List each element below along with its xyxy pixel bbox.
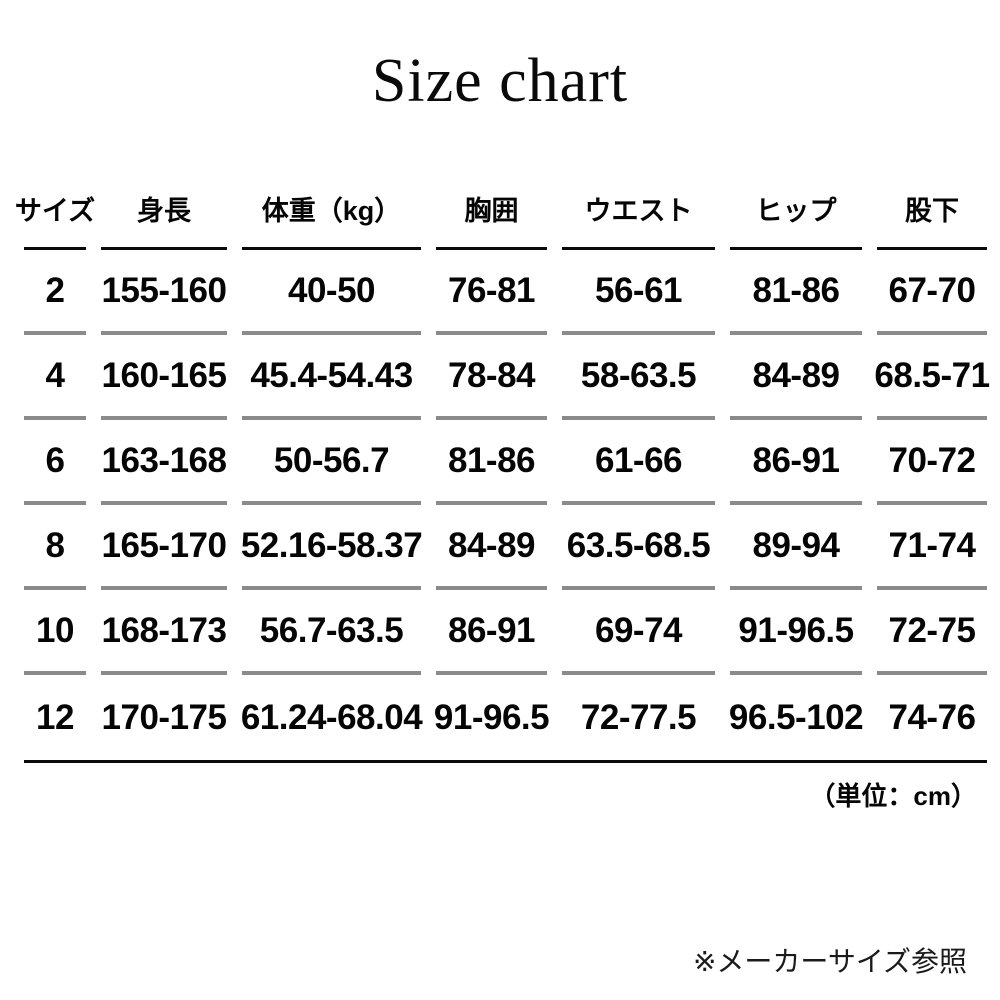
table-cell: 170-175 bbox=[101, 697, 227, 737]
column-header-inseam: 股下 bbox=[877, 170, 987, 250]
table-cell: 4 bbox=[24, 335, 86, 420]
size-table: サイズ 身長 体重（kg） 胸囲 ウエスト ヒップ 股下 2 155-160 4… bbox=[15, 170, 990, 763]
table-cell: 168-173 bbox=[101, 590, 227, 675]
table-row-size-2: 2 155-160 40-50 76-81 56-61 81-86 67-70 bbox=[24, 250, 987, 335]
unit-note: （単位：cm） bbox=[809, 781, 977, 811]
table-cell: 68.5-71 bbox=[874, 335, 990, 420]
table-row-size-8: 8 165-170 52.16-58.37 84-89 63.5-68.5 89… bbox=[24, 505, 987, 590]
table-cell: 50-56.7 bbox=[242, 420, 421, 505]
table-cell: 2 bbox=[24, 250, 86, 335]
table-cell: 52.16-58.37 bbox=[241, 505, 423, 590]
table-cell: 91-96.5 bbox=[433, 697, 550, 737]
table-cell: 86-91 bbox=[436, 590, 547, 675]
table-cell: 72-77.5 bbox=[580, 697, 697, 737]
column-header-size: サイズ bbox=[15, 170, 95, 250]
table-cell: 40-50 bbox=[242, 250, 421, 335]
table-cell: 84-89 bbox=[436, 505, 547, 590]
table-cell: 165-170 bbox=[101, 505, 227, 590]
table-cell: 91-96.5 bbox=[730, 590, 862, 675]
table-row-size-6: 6 163-168 50-56.7 81-86 61-66 86-91 70-7… bbox=[24, 420, 987, 505]
table-cell: 45.4-54.43 bbox=[242, 335, 421, 420]
table-cell: 10 bbox=[24, 590, 86, 675]
table-cell: 155-160 bbox=[101, 250, 227, 335]
manufacturer-size-note: ※メーカーサイズ参照 bbox=[692, 946, 967, 977]
table-row-size-4: 4 160-165 45.4-54.43 78-84 58-63.5 84-89… bbox=[24, 335, 990, 420]
table-header-row: サイズ 身長 体重（kg） 胸囲 ウエスト ヒップ 股下 bbox=[15, 170, 987, 250]
table-cell: 76-81 bbox=[436, 250, 547, 335]
table-cell: 81-86 bbox=[730, 250, 862, 335]
table-row-size-10: 10 168-173 56.7-63.5 86-91 69-74 91-96.5… bbox=[24, 590, 987, 675]
table-cell: 78-84 bbox=[436, 335, 547, 420]
column-header-chest: 胸囲 bbox=[436, 170, 547, 250]
table-cell: 71-74 bbox=[877, 505, 987, 590]
table-cell: 69-74 bbox=[562, 590, 715, 675]
table-cell: 81-86 bbox=[436, 420, 547, 505]
table-cell: 61-66 bbox=[562, 420, 715, 505]
table-cell: 6 bbox=[24, 420, 86, 505]
table-cell: 12 bbox=[36, 697, 74, 737]
column-header-waist: ウエスト bbox=[562, 170, 715, 250]
column-header-height: 身長 bbox=[101, 170, 227, 250]
table-cell: 84-89 bbox=[730, 335, 862, 420]
column-header-weight: 体重（kg） bbox=[242, 170, 421, 250]
table-cell: 58-63.5 bbox=[562, 335, 715, 420]
table-cell: 70-72 bbox=[877, 420, 987, 505]
table-cell: 72-75 bbox=[877, 590, 987, 675]
page-title: Size chart bbox=[371, 47, 629, 115]
column-header-hip: ヒップ bbox=[730, 170, 862, 250]
table-cell: 160-165 bbox=[101, 335, 227, 420]
table-cell: 61.24-68.04 bbox=[240, 697, 423, 737]
table-cell: 74-76 bbox=[888, 697, 976, 737]
table-cell: 8 bbox=[24, 505, 86, 590]
table-cell: 56-61 bbox=[562, 250, 715, 335]
table-cell: 89-94 bbox=[730, 505, 862, 590]
table-cell: 67-70 bbox=[877, 250, 987, 335]
table-cell: 163-168 bbox=[101, 420, 227, 505]
table-row-size-12: 12 170-175 61.24-68.04 91-96.5 72-77.5 9… bbox=[24, 675, 987, 760]
table-cell: 86-91 bbox=[730, 420, 862, 505]
table-cell: 96.5-102 bbox=[728, 697, 864, 737]
table-cell: 63.5-68.5 bbox=[562, 505, 715, 590]
table-bottom-rule bbox=[24, 760, 987, 763]
table-cell: 56.7-63.5 bbox=[242, 590, 421, 675]
